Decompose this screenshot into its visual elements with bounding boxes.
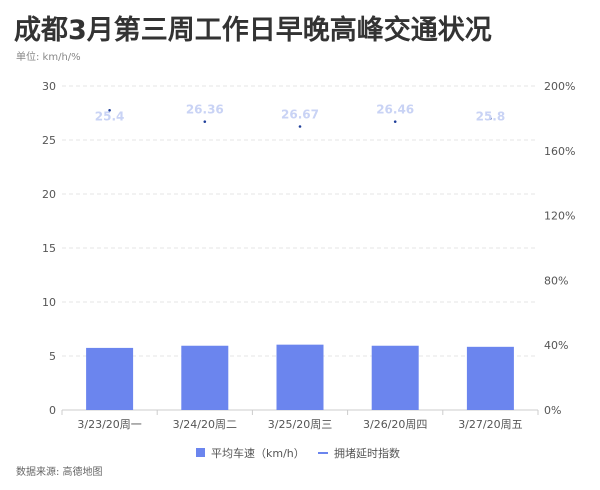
line-point: [108, 109, 111, 112]
bar: [276, 344, 324, 410]
data-label: 26.36: [186, 103, 224, 117]
x-tick-label: 3/27/20周五: [458, 418, 522, 431]
y-left-tick-label: 25: [42, 134, 56, 147]
line-point: [393, 120, 397, 123]
y-right-tick-label: 120%: [544, 210, 575, 223]
chart-title: 成都3月第三周工作日早晚高峰交通状况: [14, 15, 492, 46]
line-point: [203, 120, 207, 123]
y-left-tick-label: 20: [42, 188, 56, 201]
data-label: 26.46: [376, 103, 414, 117]
legend-label-speed: 平均车速（km/h）: [211, 446, 305, 460]
data-label: 25.4: [95, 109, 125, 123]
y-left-tick-label: 15: [42, 242, 56, 255]
legend-swatch-bar: [196, 448, 205, 457]
bar: [371, 345, 419, 410]
x-tick-label: 3/25/20周三: [268, 418, 332, 431]
y-right-tick-label: 80%: [544, 274, 568, 287]
legend-label-congestion: 拥堵延时指数: [334, 446, 400, 460]
y-left-tick-label: 5: [49, 350, 56, 363]
bar: [466, 346, 514, 410]
y-right-tick-label: 40%: [544, 339, 568, 352]
line-point: [489, 117, 492, 120]
x-tick-label: 3/23/20周一: [77, 418, 141, 431]
y-left-tick-label: 10: [42, 296, 56, 309]
data-label: 26.67: [281, 108, 319, 122]
bar: [181, 345, 229, 410]
y-left-tick-label: 30: [42, 80, 56, 93]
y-right-tick-label: 200%: [544, 80, 575, 93]
data-labels: 25.4 26.36 26.67 26.46 25.8: [95, 103, 505, 124]
unit-label: 单位: km/h/%: [16, 52, 81, 63]
line-series: [108, 109, 492, 128]
bar: [86, 347, 134, 410]
y-right-tick-label: 0%: [544, 404, 561, 417]
legend: 平均车速（km/h） 拥堵延时指数: [196, 446, 400, 460]
source-label: 数据来源: 高德地图: [16, 467, 103, 478]
y-left-tick-label: 0: [49, 404, 56, 417]
x-tick-label: 3/24/20周二: [173, 418, 237, 431]
bar-series: [86, 344, 514, 410]
axes: 0 5 10 15 20 25 30 0% 40% 80% 120% 160% 200% 3/23/20周…: [42, 80, 575, 431]
data-label: 25.8: [476, 109, 506, 123]
x-tick-label: 3/26/20周四: [363, 418, 427, 431]
line-point: [298, 125, 302, 128]
y-right-tick-label: 160%: [544, 145, 575, 158]
